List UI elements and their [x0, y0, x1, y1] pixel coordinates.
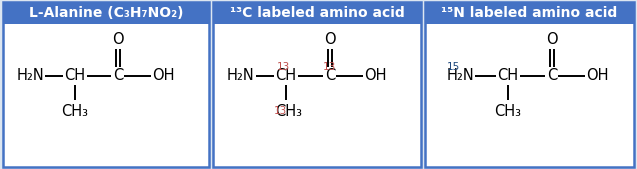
Text: H₂N: H₂N [446, 68, 474, 83]
Text: O: O [546, 32, 558, 47]
Text: ¹³C labeled amino acid: ¹³C labeled amino acid [229, 6, 404, 20]
Bar [213, 2, 421, 167]
Bar [3, 2, 209, 167]
Text: O: O [324, 32, 336, 47]
Text: L-Alanine (C₃H₇NO₂): L-Alanine (C₃H₇NO₂) [29, 6, 183, 20]
Text: OH: OH [586, 68, 608, 83]
Text: CH: CH [497, 68, 519, 83]
Text: C: C [113, 68, 123, 83]
Text: CH₃: CH₃ [494, 103, 522, 118]
Text: CH₃: CH₃ [275, 103, 303, 118]
Text: 13: 13 [276, 62, 290, 72]
Text: H₂N: H₂N [227, 68, 255, 83]
Text: CH: CH [275, 68, 297, 83]
Text: 13: 13 [273, 106, 287, 116]
Text: H₂N: H₂N [16, 68, 44, 83]
Text: C: C [325, 68, 335, 83]
Bar [3, 2, 209, 24]
Text: 13: 13 [322, 62, 336, 72]
Text: O: O [112, 32, 124, 47]
Text: 15: 15 [447, 62, 460, 72]
Text: ¹⁵N labeled amino acid: ¹⁵N labeled amino acid [441, 6, 618, 20]
Bar [425, 2, 634, 167]
Bar [425, 2, 634, 24]
Text: OH: OH [364, 68, 386, 83]
Text: OH: OH [152, 68, 175, 83]
Bar [213, 2, 421, 24]
Text: C: C [547, 68, 557, 83]
Text: CH: CH [64, 68, 85, 83]
Text: CH₃: CH₃ [62, 103, 89, 118]
